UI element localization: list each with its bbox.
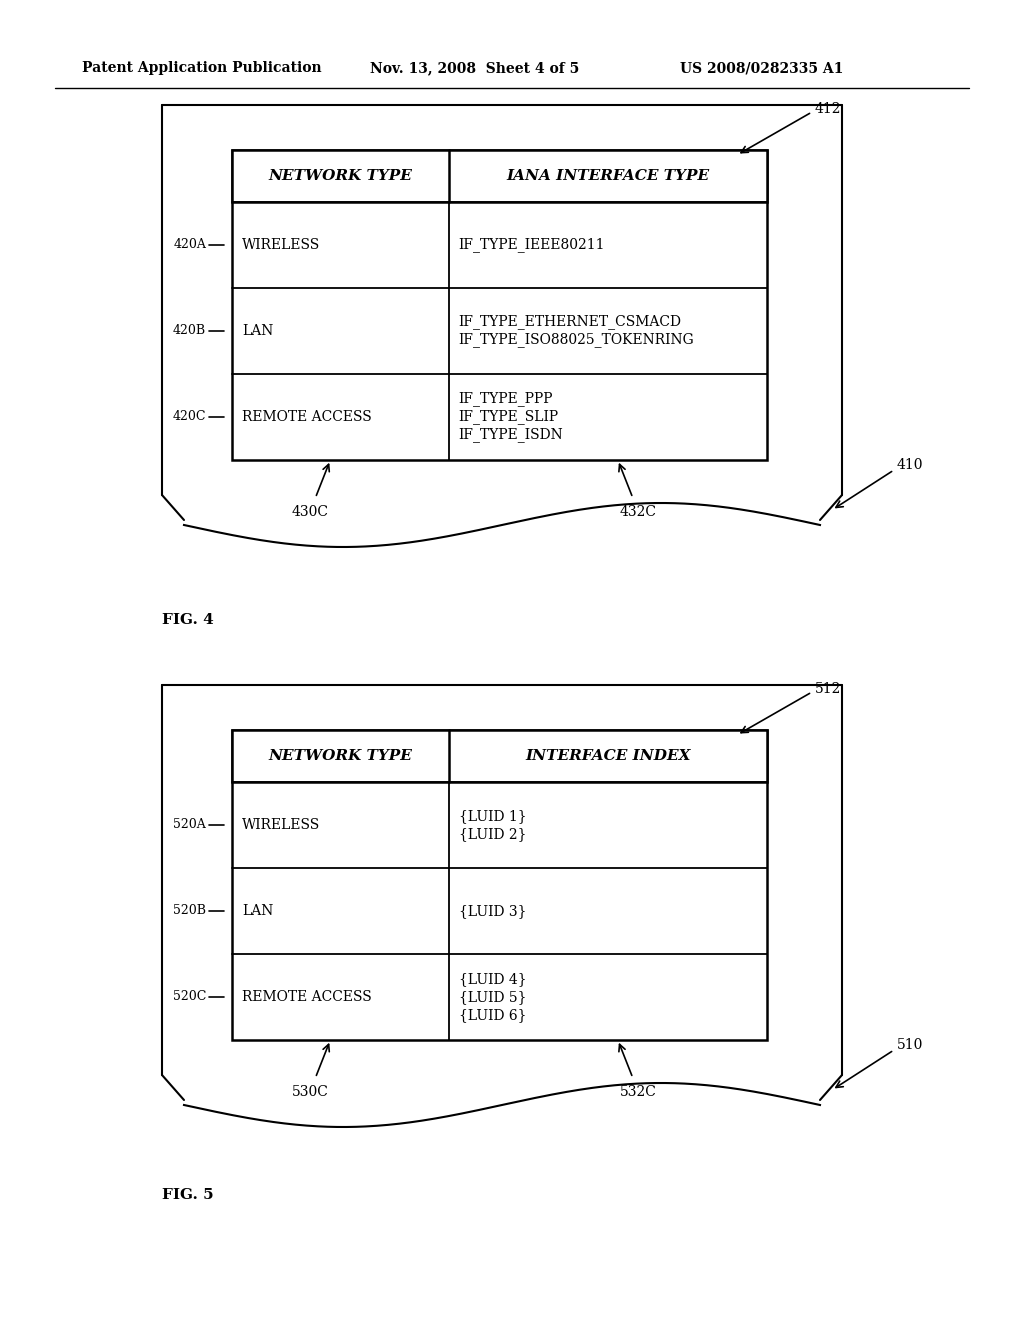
Text: 510: 510 [897, 1038, 924, 1052]
Bar [232, 730, 767, 1040]
Text: US 2008/0282335 A1: US 2008/0282335 A1 [680, 61, 844, 75]
Bar [232, 150, 767, 459]
Text: NETWORK TYPE: NETWORK TYPE [268, 169, 413, 183]
Bar [232, 730, 767, 781]
Text: Patent Application Publication: Patent Application Publication [82, 61, 322, 75]
Text: 410: 410 [897, 458, 924, 473]
Text: 520C: 520C [173, 990, 206, 1003]
Text: LAN: LAN [242, 323, 273, 338]
Text: 530C: 530C [292, 1085, 329, 1100]
Text: 420B: 420B [173, 325, 206, 338]
Text: IANA INTERFACE TYPE: IANA INTERFACE TYPE [506, 169, 710, 183]
Text: REMOTE ACCESS: REMOTE ACCESS [242, 990, 372, 1005]
Text: IF_TYPE_PPP: IF_TYPE_PPP [459, 392, 553, 407]
Text: 512: 512 [815, 682, 842, 696]
Text: FIG. 5: FIG. 5 [162, 1188, 214, 1203]
Text: 532C: 532C [620, 1085, 656, 1100]
Text: INTERFACE INDEX: INTERFACE INDEX [525, 748, 690, 763]
Text: WIRELESS: WIRELESS [242, 818, 321, 832]
Bar [232, 150, 767, 202]
Text: {LUID 6}: {LUID 6} [459, 1008, 526, 1022]
Text: 430C: 430C [292, 506, 329, 519]
Text: {LUID 5}: {LUID 5} [459, 990, 526, 1005]
Text: IF_TYPE_ISDN: IF_TYPE_ISDN [459, 428, 563, 442]
Text: 420A: 420A [173, 239, 206, 252]
Text: {LUID 2}: {LUID 2} [459, 828, 526, 841]
Text: WIRELESS: WIRELESS [242, 238, 321, 252]
Text: 412: 412 [815, 102, 842, 116]
Text: {LUID 4}: {LUID 4} [459, 972, 526, 986]
Text: IF_TYPE_SLIP: IF_TYPE_SLIP [459, 409, 559, 425]
Text: 432C: 432C [620, 506, 656, 519]
Text: IF_TYPE_IEEE80211: IF_TYPE_IEEE80211 [459, 238, 605, 252]
Text: LAN: LAN [242, 904, 273, 917]
Text: FIG. 4: FIG. 4 [162, 612, 214, 627]
Text: 420C: 420C [172, 411, 206, 424]
Text: 520B: 520B [173, 904, 206, 917]
Text: {LUID 1}: {LUID 1} [459, 809, 526, 822]
Text: NETWORK TYPE: NETWORK TYPE [268, 748, 413, 763]
Text: IF_TYPE_ETHERNET_CSMACD: IF_TYPE_ETHERNET_CSMACD [459, 314, 682, 330]
Text: {LUID 3}: {LUID 3} [459, 904, 526, 917]
Text: REMOTE ACCESS: REMOTE ACCESS [242, 411, 372, 424]
Text: Nov. 13, 2008  Sheet 4 of 5: Nov. 13, 2008 Sheet 4 of 5 [370, 61, 580, 75]
Text: IF_TYPE_ISO88025_TOKENRING: IF_TYPE_ISO88025_TOKENRING [459, 333, 694, 347]
Text: 520A: 520A [173, 818, 206, 832]
